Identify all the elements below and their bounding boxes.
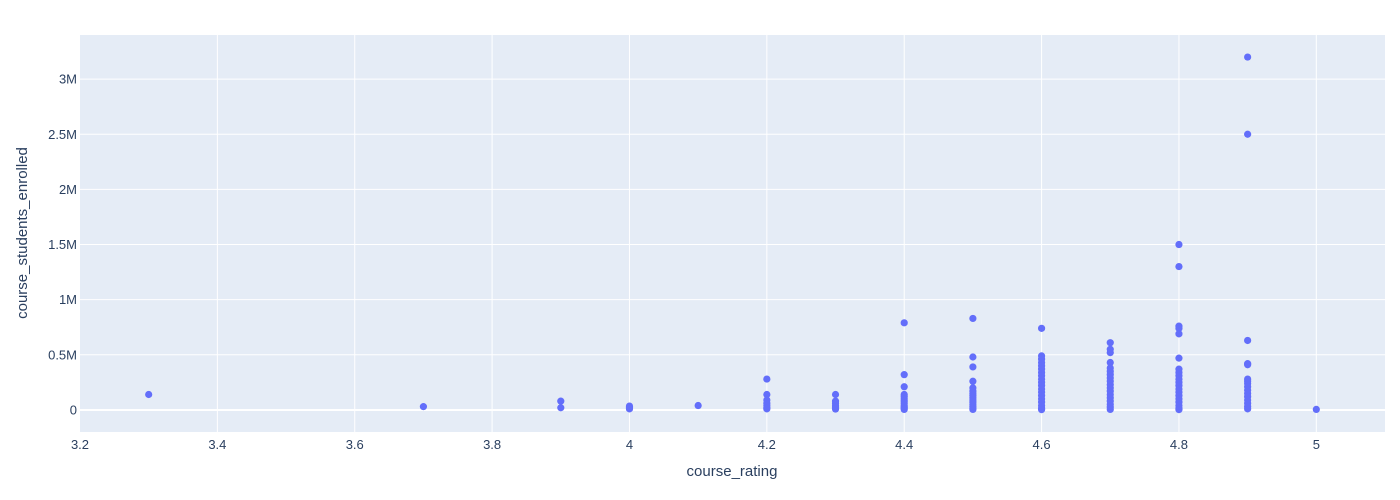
data-point-0-7 [694,401,702,410]
x-tick-label-8: 4.8 [1170,437,1188,452]
data-point-0-110 [1244,361,1252,369]
x-tick-label-0: 3.2 [71,437,89,452]
data-point-0-8 [763,375,771,383]
x-gridlines [216,35,1317,432]
data-point-0-34 [969,314,977,323]
data-point-0-70 [1106,349,1114,357]
data-point-0-91 [1175,354,1183,362]
data-point-0-2 [557,397,565,405]
data-point-0-67 [1037,406,1046,414]
data-point-0-22 [900,319,908,327]
y-tick-label-0: 0 [70,402,77,417]
x-tick-labels: 3.2 3.4 3.6 3.8 4 4.2 4.4 4.6 4.8 5 [71,437,1320,452]
data-point-0-1 [419,403,428,411]
data-point-0-71 [1106,358,1114,367]
data-point-0-122 [1312,405,1320,413]
x-axis-title: course_rating [687,463,778,480]
data-point-0-48 [969,405,977,413]
data-point-0-107 [1244,130,1252,138]
data-point-0-105 [1175,406,1183,414]
data-point-0-89 [1175,324,1183,332]
data-point-0-37 [969,377,977,385]
data-point-0-14 [763,405,771,413]
plot-area [80,35,1385,432]
y-tick-label-6: 3M [59,72,77,87]
data-point-0-15 [831,390,840,399]
y-tick-label-1: 0.5M [48,347,77,362]
data-points [145,53,1320,414]
data-point-0-87 [1175,262,1183,271]
data-point-0-0 [145,390,153,399]
data-point-0-121 [1244,405,1252,413]
data-point-0-35 [969,353,977,361]
y-tick-label-4: 2M [59,182,77,197]
y-tick-label-3: 1.5M [48,237,77,252]
data-point-0-49 [1037,324,1046,332]
y-tick-label-5: 2.5M [48,127,77,142]
data-point-0-23 [900,371,908,379]
x-tick-label-6: 4.4 [895,437,913,452]
data-point-0-24 [900,383,908,391]
y-tick-labels: 0 0.5M 1M 1.5M 2M 2.5M 3M [48,72,77,418]
y-axis-title: course_students_enrolled [14,147,31,319]
data-point-0-106 [1244,53,1252,61]
data-point-0-33 [900,405,908,413]
x-tick-label-5: 4.2 [758,437,776,452]
x-tick-label-4: 4 [626,437,633,452]
data-point-0-9 [763,390,771,399]
data-point-0-90 [1175,330,1183,338]
y-gridlines [80,78,1385,411]
data-point-0-108 [1244,336,1252,345]
data-point-0-68 [1106,339,1114,347]
x-tick-label-3: 3.8 [483,437,501,452]
data-point-0-21 [831,405,840,413]
data-point-0-6 [625,405,634,413]
data-point-0-36 [969,363,977,371]
x-tick-label-9: 5 [1313,437,1320,452]
data-point-0-3 [557,404,565,412]
data-point-0-86 [1175,240,1183,249]
x-tick-label-1: 3.4 [208,437,226,452]
y-tick-label-2: 1M [59,292,77,307]
data-point-0-85 [1106,405,1114,413]
x-tick-label-2: 3.6 [346,437,364,452]
x-tick-label-7: 4.6 [1033,437,1051,452]
